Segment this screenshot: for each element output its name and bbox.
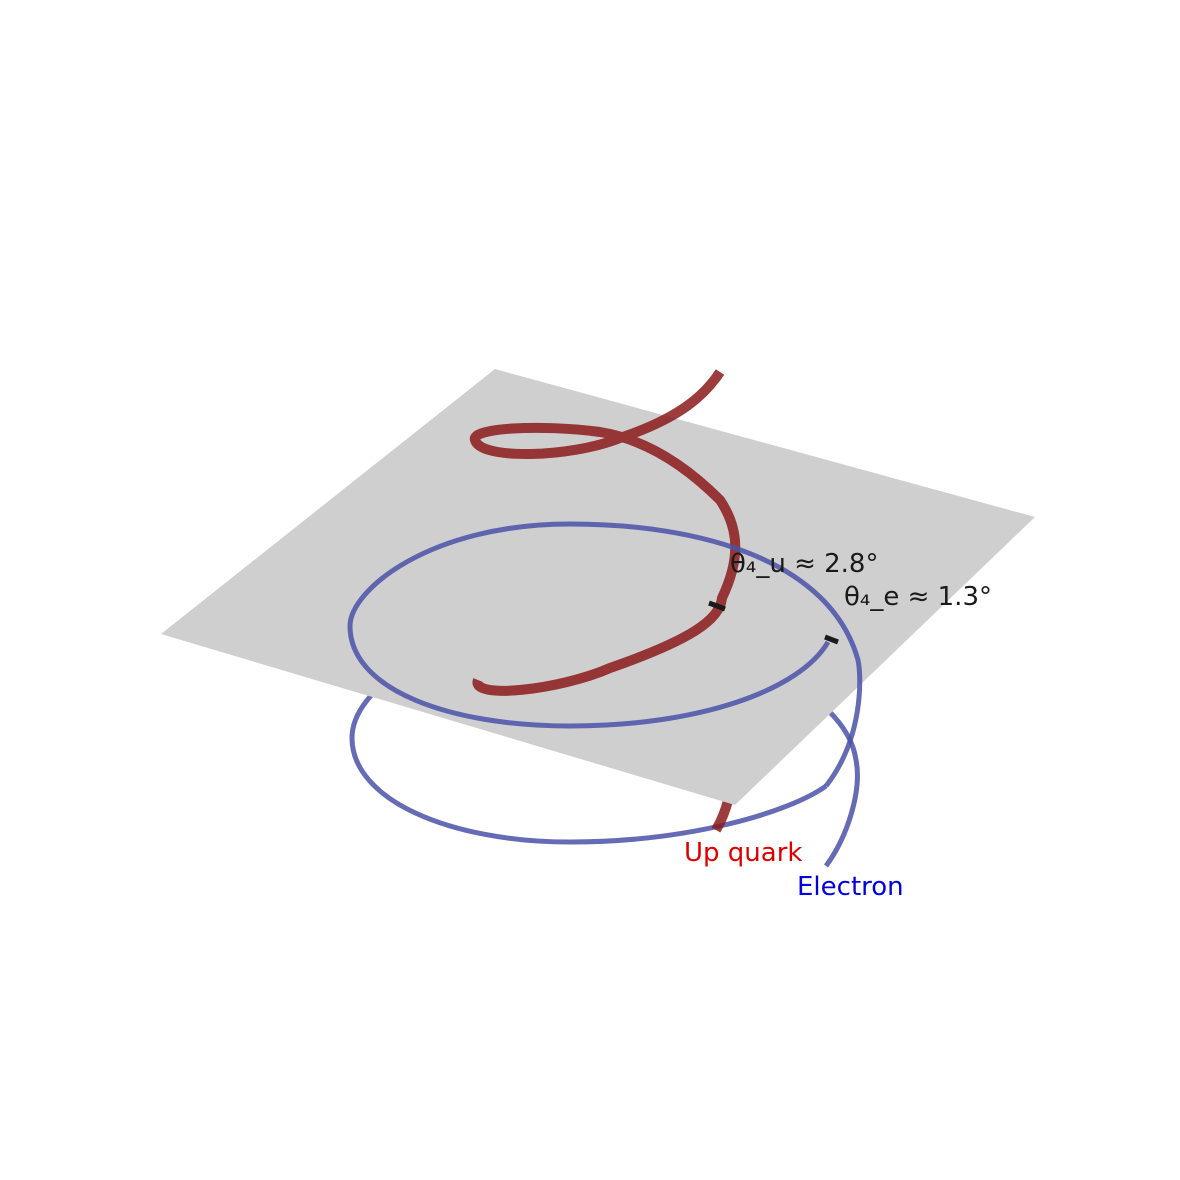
up-quark-helix-upper: [470, 369, 741, 696]
reference-plane: [161, 369, 1035, 805]
theta-u-annotation: θ₄_u ≈ 2.8°: [730, 549, 878, 579]
electron-helix-upper-loop: [347, 521, 863, 788]
theta-e-tick: [824, 634, 839, 645]
theta-u-tick: [708, 600, 726, 612]
electron-label: Electron: [797, 872, 904, 902]
up-quark-label: Up quark: [684, 838, 802, 868]
theta-e-annotation: θ₄_e ≈ 1.3°: [844, 582, 992, 612]
